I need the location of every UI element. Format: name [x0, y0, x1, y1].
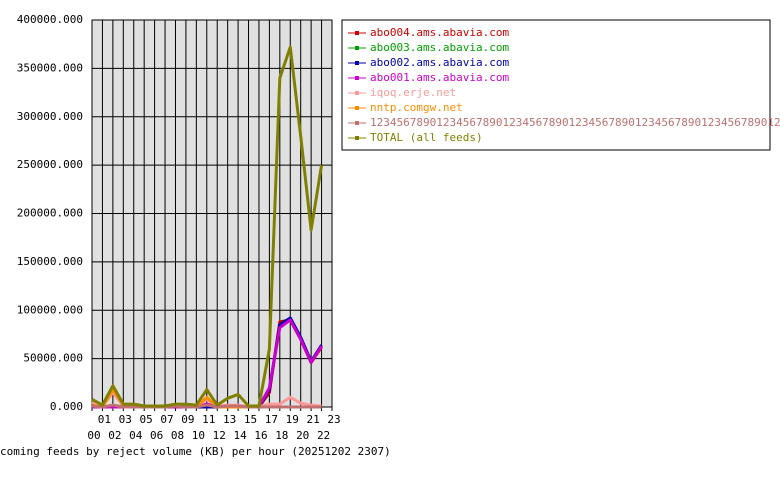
x-tick-label: 04 [129, 429, 143, 442]
x-tick-label: 14 [233, 429, 247, 442]
series-line [91, 403, 322, 409]
y-tick-label: 350000.000 [17, 61, 83, 74]
x-tick-label: 19 [286, 413, 299, 426]
legend-marker [355, 61, 359, 65]
legend-label: abo002.ams.abavia.com [370, 56, 509, 69]
x-tick-label: 15 [244, 413, 257, 426]
legend-label: TOTAL (all feeds) [370, 131, 483, 144]
x-tick-label: 10 [192, 429, 205, 442]
x-tick-label: 02 [108, 429, 121, 442]
legend-label: nntp.comgw.net [370, 101, 463, 114]
x-tick-label: 00 [87, 429, 100, 442]
y-tick-label: 200000.000 [17, 207, 83, 220]
x-tick-label: 07 [160, 413, 173, 426]
x-tick-label: 11 [202, 413, 215, 426]
legend-label: abo001.ams.abavia.com [370, 71, 509, 84]
y-tick-label: 300000.000 [17, 110, 83, 123]
legend-marker [355, 106, 359, 110]
legend-label: iqoq.erje.net [370, 86, 456, 99]
x-tick-label: 23 [327, 413, 340, 426]
x-tick-label: 16 [254, 429, 267, 442]
x-tick-label: 05 [140, 413, 153, 426]
y-tick-label: 50000.000 [23, 352, 83, 365]
series-line [91, 45, 324, 408]
legend-label: abo003.ams.abavia.com [370, 41, 509, 54]
x-tick-label: 13 [223, 413, 236, 426]
legend-marker [355, 91, 359, 95]
y-tick-label: 250000.000 [17, 158, 83, 171]
legend-label: 1234567890123456789012345678901234567890… [370, 116, 780, 129]
legend-marker [355, 76, 359, 80]
y-tick-label: 100000.000 [17, 303, 83, 316]
y-tick-label: 0.000 [50, 400, 83, 413]
legend-marker [355, 46, 359, 50]
legend-box [341, 19, 771, 151]
x-tick-label: 03 [119, 413, 132, 426]
chart-title: coming feeds by reject volume (KB) per h… [0, 445, 391, 458]
legend-marker [355, 31, 359, 35]
y-tick-label: 400000.000 [17, 13, 83, 26]
x-tick-label: 20 [296, 429, 309, 442]
x-tick-label: 18 [275, 429, 288, 442]
x-tick-label: 21 [307, 413, 320, 426]
x-tick-label: 17 [265, 413, 278, 426]
x-tick-label: 08 [171, 429, 184, 442]
x-tick-label: 12 [213, 429, 226, 442]
legend-label: abo004.ams.abavia.com [370, 26, 509, 39]
y-tick-label: 150000.000 [17, 255, 83, 268]
x-tick-label: 09 [181, 413, 194, 426]
legend-marker [355, 121, 359, 125]
legend-marker [355, 136, 359, 140]
x-tick-label: 06 [150, 429, 163, 442]
x-tick-label: 01 [98, 413, 111, 426]
x-tick-label: 22 [317, 429, 330, 442]
